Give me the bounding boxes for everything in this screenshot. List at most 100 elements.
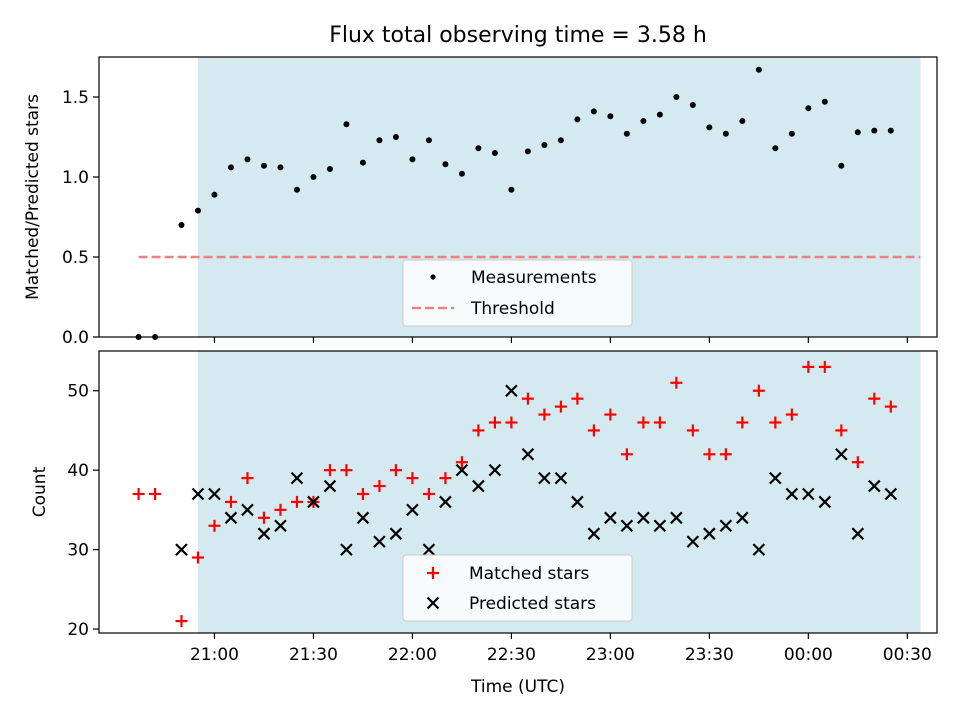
matched-star-point	[340, 464, 353, 477]
predicted-star-point	[637, 511, 650, 525]
measurement-point	[508, 186, 515, 193]
matched-star-point	[132, 487, 145, 500]
measurement-point	[244, 156, 251, 163]
predicted-star-point	[422, 543, 436, 556]
measurement-points	[135, 66, 894, 340]
matched-star-point	[191, 551, 204, 564]
measurement-point	[689, 102, 696, 108]
predicted-star-point	[505, 384, 518, 397]
measurement-point	[194, 207, 201, 214]
count-legend-box	[402, 554, 633, 622]
count-y-tick-label: 30	[67, 541, 89, 561]
predicted-star-point	[884, 487, 898, 501]
legend-plus-glyph	[427, 567, 439, 579]
predicted-star-point	[356, 511, 370, 525]
ratio-legend-box	[402, 259, 633, 327]
predicted-star-point	[290, 471, 304, 485]
matched-star-point	[274, 503, 287, 516]
predicted-star-point	[307, 495, 320, 509]
ratio-panel-frame	[98, 56, 938, 338]
predicted-star-point	[769, 471, 782, 485]
measurement-point	[458, 170, 465, 177]
matched-star-point	[736, 416, 749, 429]
predicted-star-point	[851, 527, 865, 540]
predicted-star-point	[587, 527, 601, 540]
time-x-tick-label: 23:30	[685, 645, 734, 665]
measurement-point	[821, 98, 828, 105]
matched-star-point	[868, 392, 881, 405]
matched-star-point	[439, 472, 452, 485]
predicted-star-point	[175, 543, 188, 556]
predicted-star-point	[406, 503, 419, 517]
measurement-point	[838, 162, 845, 169]
matched-star-point	[389, 464, 402, 477]
matched-star-point	[149, 487, 162, 500]
matched-star-point	[422, 487, 435, 500]
measurement-point	[739, 118, 746, 124]
predicted-star-point	[604, 511, 617, 525]
matched-star-point	[686, 424, 699, 437]
predicted-star-point	[274, 519, 287, 533]
ratio-y-axis: 0.0 0.5 1.0 1.5	[62, 88, 99, 348]
matched-star-point	[752, 384, 765, 397]
measurement-point	[574, 116, 581, 123]
ratio-y-tick-label: 0.0	[62, 328, 89, 348]
time-x-axis-label: Time (UTC)	[470, 677, 565, 697]
matched-star-point	[587, 424, 600, 437]
measurement-point	[326, 166, 333, 172]
count-y-axis: 20 30 40 50	[67, 382, 99, 640]
predicted-star-point	[241, 503, 254, 517]
measurement-point	[788, 130, 795, 137]
legend-marker-predicted	[426, 596, 440, 610]
measurement-point	[211, 191, 218, 198]
measurement-point	[805, 105, 812, 112]
matched-star-point	[604, 408, 617, 421]
legend-cross-glyph	[426, 596, 440, 610]
chart-title: Flux total observing time = 3.58 h	[329, 23, 707, 48]
count-panel: 20 30 40 50 21:00 21:30 22:00 22:30 23:00 23:30 0…	[30, 350, 938, 697]
measurement-point	[475, 145, 482, 152]
predicted-star-point	[538, 471, 551, 485]
ratio-panel: 0.0 0.5 1.0 1.5 Matched/Predicted stars Mea…	[23, 56, 938, 348]
measurement-point	[640, 118, 647, 124]
ratio-y-tick-label: 1.0	[62, 168, 89, 188]
matched-star-point	[323, 464, 336, 477]
predicted-star-point	[323, 479, 337, 493]
measurement-point	[425, 137, 432, 144]
measurement-point	[343, 121, 350, 128]
count-y-tick-label: 50	[67, 382, 89, 402]
matched-star-point	[290, 495, 303, 508]
measurement-point	[392, 134, 399, 140]
matched-star-point	[554, 400, 567, 413]
predicted-star-point	[571, 495, 584, 509]
matched-star-point	[241, 472, 254, 485]
measurement-point	[442, 161, 449, 168]
measurement-point	[706, 124, 713, 131]
legend-label-matched: Matched stars	[469, 564, 589, 584]
predicted-star-point	[620, 519, 634, 533]
predicted-star-point	[257, 527, 271, 540]
predicted-star-point	[455, 463, 469, 477]
time-x-tick-label: 21:30	[289, 645, 338, 665]
predicted-star-point	[472, 479, 485, 493]
matched-star-point	[637, 416, 650, 429]
measurement-point	[359, 159, 366, 166]
predicted-star-point	[191, 487, 205, 501]
matched-star-point	[472, 424, 485, 437]
measurement-point	[607, 113, 614, 120]
measurement-point	[854, 129, 861, 136]
legend-marker-measurements	[430, 274, 436, 280]
measurement-point	[722, 130, 729, 137]
predicted-star-point	[653, 519, 667, 533]
count-panel-frame	[98, 350, 938, 634]
matched-star-point	[356, 487, 369, 500]
measurement-point	[376, 137, 383, 144]
ratio-x-ticks	[213, 337, 908, 343]
matched-star-point	[670, 376, 683, 389]
legend-label-measurements: Measurements	[471, 268, 597, 288]
count-y-axis-label: Count	[30, 466, 50, 517]
ratio-y-tick-label: 0.5	[62, 248, 89, 268]
matched-star-point	[835, 424, 848, 437]
ratio-legend: Measurements Threshold	[402, 259, 633, 327]
